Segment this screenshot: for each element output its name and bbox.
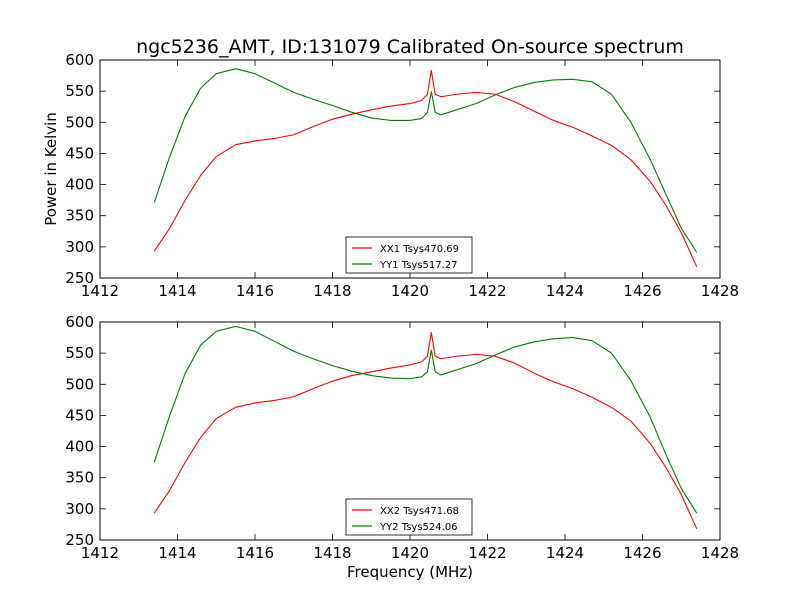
x-tick-label: 1420	[391, 282, 429, 300]
legend-label: YY2 Tsys524.06	[379, 522, 458, 533]
x-tick-label: 1428	[701, 544, 739, 562]
x-tick-label: 1418	[313, 282, 351, 300]
x-tick-label: 1422	[468, 544, 506, 562]
y-tick-label: 500	[65, 113, 94, 131]
x-tick-label: 1412	[81, 544, 119, 562]
y-tick-label: 450	[65, 144, 94, 162]
legend-label: YY1 Tsys517.27	[379, 260, 458, 271]
y-tick-label: 250	[65, 531, 94, 549]
x-tick-label: 1424	[546, 544, 584, 562]
y-tick-label: 550	[65, 344, 94, 362]
x-tick-label: 1426	[623, 544, 661, 562]
legend-box	[345, 498, 473, 536]
top-panel: 1412 1414 1416 1418 1420 1422 1424 1426 1428 250 3…	[42, 51, 739, 300]
x-tick-label: 1420	[391, 544, 429, 562]
legend-label: XX2 Tsys471.68	[380, 506, 459, 517]
x-tick-label: 1414	[158, 544, 196, 562]
legend-box	[345, 236, 473, 274]
y-tick-label: 300	[65, 238, 94, 256]
x-tick-label: 1428	[701, 282, 739, 300]
x-tick-label: 1416	[236, 544, 274, 562]
y-tick-label: 450	[65, 406, 94, 424]
y-tick-label: 550	[65, 82, 94, 100]
x-tick-label: 1424	[546, 282, 584, 300]
x-tick-label: 1414	[158, 282, 196, 300]
legend-label: XX1 Tsys470.69	[380, 244, 459, 255]
y-tick-label: 300	[65, 500, 94, 518]
chart-title: ngc5236_AMT, ID:131079 Calibrated On-sou…	[136, 36, 684, 58]
x-axis-label: Frequency (MHz)	[347, 563, 473, 581]
y-tick-label: 350	[65, 469, 94, 487]
series-line-1	[153, 70, 698, 268]
y-tick-label: 500	[65, 375, 94, 393]
series-line-1	[153, 332, 698, 530]
x-tick-label: 1422	[468, 282, 506, 300]
y-tick-label: 400	[65, 176, 94, 194]
y-tick-label: 600	[65, 313, 94, 331]
x-tick-label: 1416	[236, 282, 274, 300]
y-tick-label: 250	[65, 269, 94, 287]
series-line-2	[153, 325, 698, 514]
series-line-2	[153, 68, 698, 253]
x-tick-label: 1412	[81, 282, 119, 300]
y-tick-label: 350	[65, 207, 94, 225]
x-tick-label: 1418	[313, 544, 351, 562]
x-tick-label: 1426	[623, 282, 661, 300]
bottom-panel: 1412 1414 1416 1418 1420 1422 1424 1426 1428 250 3…	[65, 313, 739, 581]
y-tick-label: 600	[65, 51, 94, 69]
y-axis-label: Power in Kelvin	[42, 112, 60, 226]
y-tick-label: 400	[65, 438, 94, 456]
